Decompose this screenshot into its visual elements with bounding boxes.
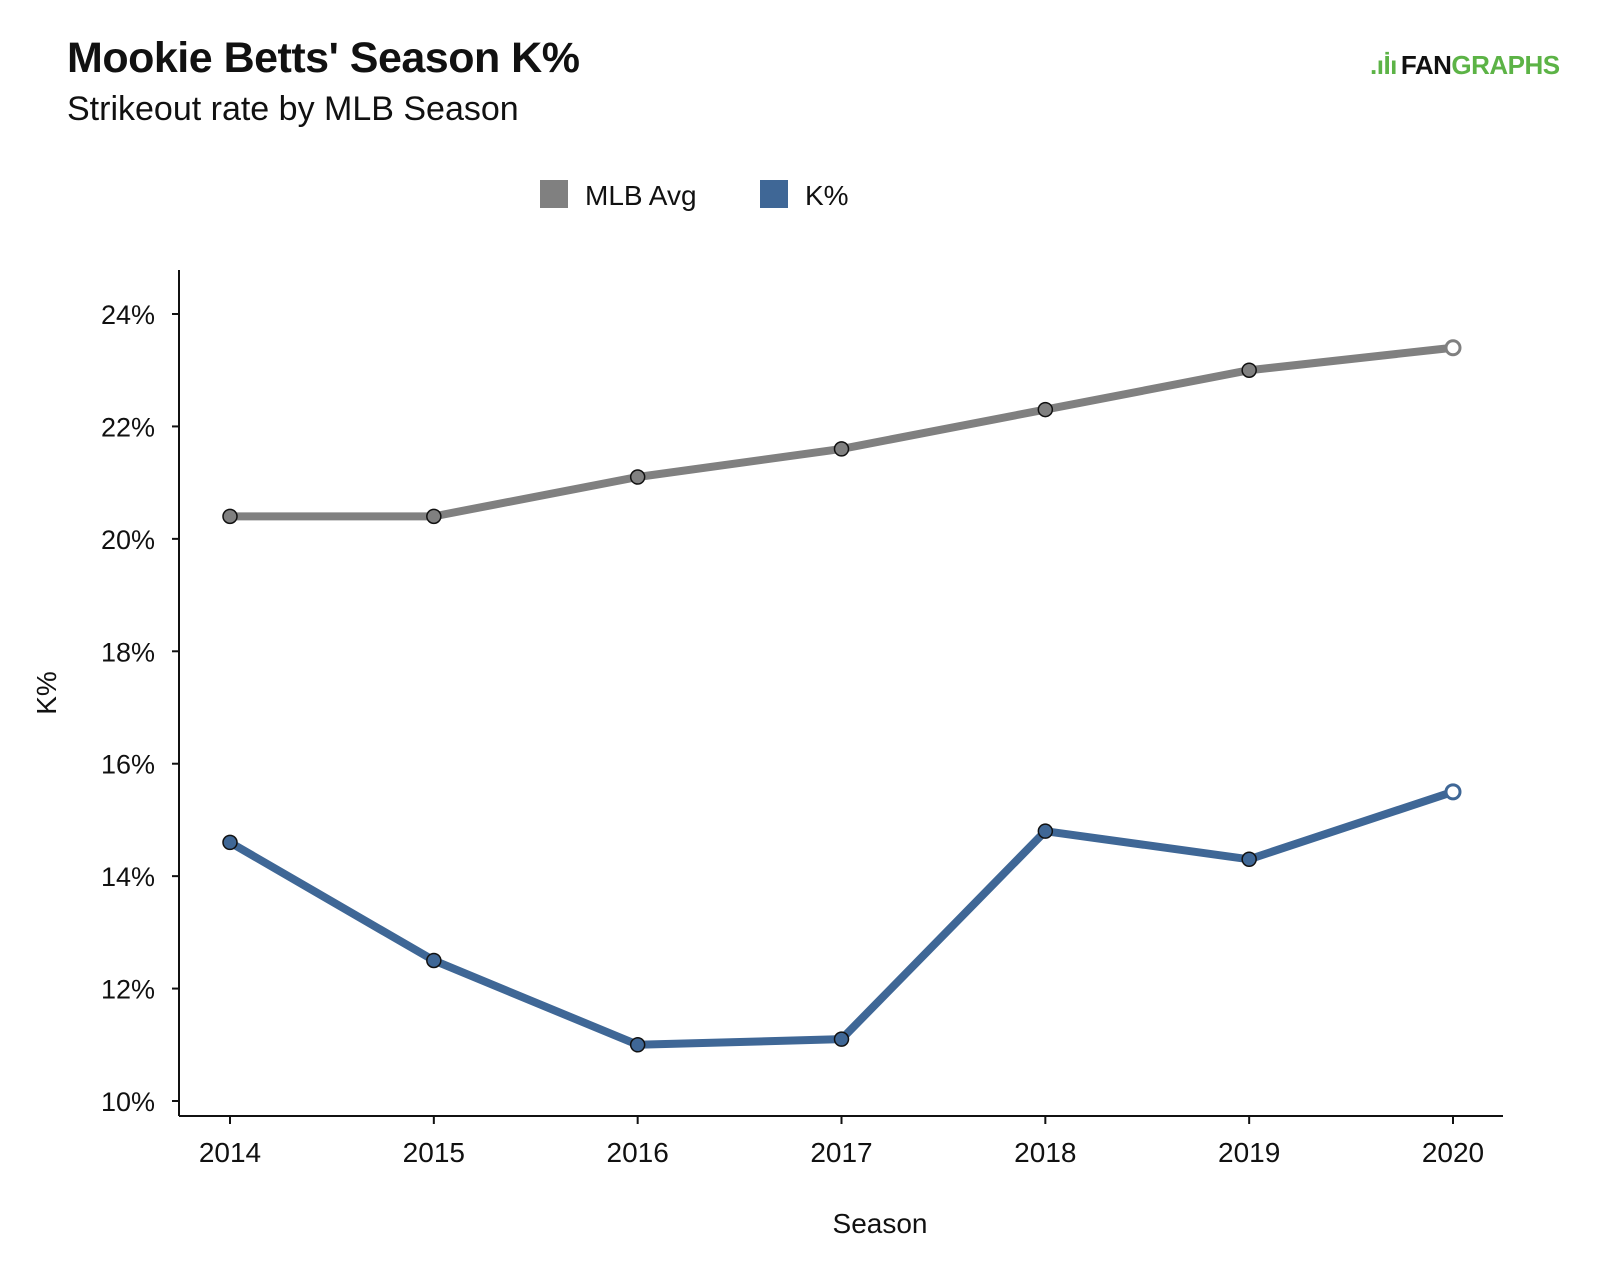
data-point [833, 441, 850, 457]
data-point [1444, 783, 1462, 801]
x-tick-label: 2014 [199, 1137, 261, 1168]
data-point [1037, 823, 1054, 839]
series-line-mlb-avg [230, 343, 1454, 521]
data-point [1037, 401, 1054, 418]
legend-label: MLB Avg [585, 180, 697, 211]
y-tick-label: 18% [101, 637, 155, 667]
chart-title: Mookie Betts' Season K% [67, 34, 580, 82]
legend-swatch [540, 180, 568, 208]
data-point [426, 952, 442, 969]
y-tick-label: 14% [101, 862, 155, 892]
data-point [222, 508, 238, 525]
y-tick-label: 12% [101, 975, 155, 1005]
x-tick-label: 2018 [1014, 1137, 1076, 1168]
x-tick-label: 2016 [607, 1137, 669, 1168]
y-tick-label: 22% [101, 412, 155, 442]
legend-swatch [760, 180, 788, 208]
y-tick-label: 20% [101, 525, 155, 555]
data-point [833, 1031, 850, 1047]
series-line-k- [227, 788, 1455, 1049]
x-tick-label: 2020 [1422, 1137, 1484, 1168]
data-point [1241, 851, 1257, 868]
chart-subtitle: Strikeout rate by MLB Season [67, 90, 519, 128]
logo-text-fan: FAN [1400, 50, 1452, 80]
x-axis-title: Season [833, 1208, 928, 1239]
x-tick-label: 2019 [1218, 1137, 1280, 1168]
legend-label: K% [805, 180, 849, 211]
data-point [1241, 362, 1257, 378]
data-point [629, 1037, 646, 1053]
data-point [222, 834, 238, 851]
x-tick-label: 2017 [810, 1137, 872, 1168]
y-tick-label: 10% [101, 1087, 155, 1117]
logo-text-graphs: GRAPHS [1451, 50, 1560, 80]
data-point [1444, 339, 1462, 357]
fangraphs-logo: .ıİı FANGRAPHS [1370, 50, 1560, 81]
y-tick-label: 24% [101, 300, 155, 330]
data-point [629, 469, 646, 485]
y-tick-label: 16% [101, 750, 155, 780]
x-tick-label: 2015 [403, 1137, 465, 1168]
batter-logo-icon: .ıİı [1370, 50, 1397, 80]
data-point [426, 508, 442, 525]
y-axis-title: K% [31, 671, 62, 715]
